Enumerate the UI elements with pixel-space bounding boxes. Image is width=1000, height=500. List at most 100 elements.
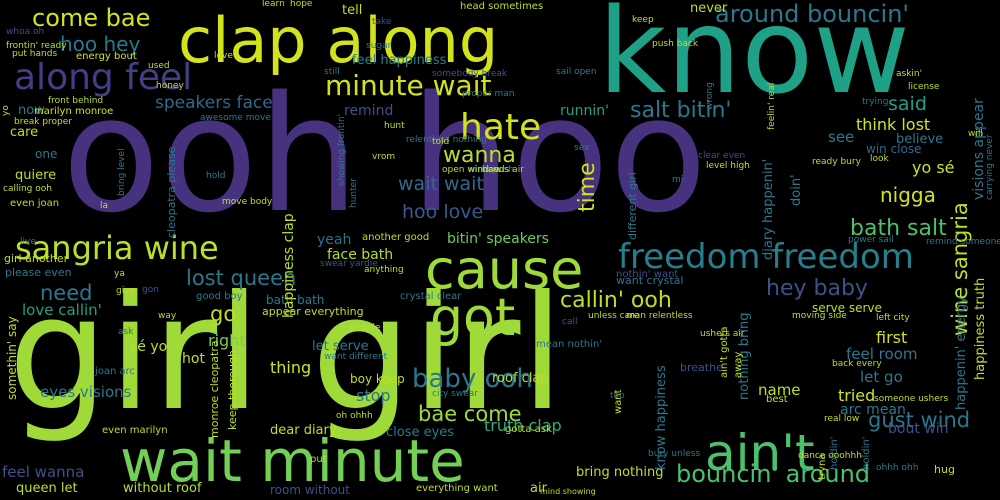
word-top: breathe — [680, 361, 723, 374]
word-take: keep — [632, 15, 654, 25]
word-eh: ushers air — [700, 329, 745, 339]
word-front-behind: break proper — [14, 117, 73, 127]
word-without-roof: without roof — [123, 481, 202, 496]
word-boy-keep: boy keep — [350, 372, 405, 386]
word-push-back: askin' — [896, 69, 923, 79]
word-sangria-wine: sangria wine — [15, 229, 219, 267]
word-best: back every — [832, 359, 882, 369]
word-ask: sex — [574, 143, 590, 153]
word-visions-appear: visions appear — [971, 98, 987, 200]
word-somebody-break: proper man — [462, 89, 515, 99]
word-first: first — [876, 328, 908, 347]
word-somethin-say: somethin' say — [5, 316, 19, 400]
word-time: time — [575, 162, 600, 212]
word-marilyn-monroe: marilyn monroe — [34, 106, 114, 117]
word-feel-room: feel room — [846, 345, 918, 363]
word-queen-let: queen let — [16, 481, 78, 496]
word-energy-bout: energy bout — [76, 51, 137, 62]
word-said: said — [888, 93, 927, 115]
word-never: never — [690, 1, 728, 16]
word-eyes-visions: eyes visions — [40, 383, 132, 401]
word-monroe-cleopatra: monroe cleopatra — [208, 340, 221, 438]
word-se-yo: sé yo — [130, 339, 168, 355]
word-let-serve: let serve — [312, 339, 369, 354]
word-win-close: win close — [866, 142, 922, 156]
word-dance-ooohhh-2: holdin' — [861, 436, 872, 470]
word-way: ask — [118, 327, 134, 337]
word-nigga: nigga — [880, 183, 936, 207]
word-ooh-hoo: ooh hoo — [62, 61, 708, 248]
word-hope: take — [372, 17, 392, 27]
word-cleopatra-please: cleopatra please — [165, 146, 178, 238]
word-everything-want: everything want — [416, 483, 498, 494]
word-minute-wait: minute wait — [325, 69, 492, 102]
word-lost-queen: lost queen — [186, 266, 297, 290]
word-wait-minute: wait minute — [120, 427, 465, 495]
word-hey-baby: hey baby — [766, 276, 868, 301]
word-yo-se: yo sé — [912, 158, 955, 177]
word-proper-man: whoa oh — [6, 27, 45, 37]
word-let-go: let go — [860, 368, 903, 386]
word-happenin-energy: happenin' energy — [954, 296, 969, 410]
word-quiere: quiere — [15, 168, 57, 183]
word-hoo-love: hoo love — [402, 201, 484, 223]
word-someone-ushers: moving side — [792, 311, 847, 321]
word-keep-thorough: keep thorough — [226, 350, 239, 430]
word-anything: people — [350, 323, 381, 333]
word-want-crystal: want crystal — [616, 274, 684, 287]
word-gon: put hands — [12, 49, 58, 59]
word-arc-mean: arc mean — [840, 402, 906, 418]
word-thing: thing — [270, 358, 312, 377]
word-hunt: relentless nothing — [406, 135, 487, 145]
word-joan-arc: joan arc — [95, 366, 136, 377]
word-frontin-ready: front behind — [48, 96, 104, 106]
word-honey: sail open — [556, 67, 597, 77]
word-even-marilyn: even marilyn — [102, 425, 168, 436]
word-need: need — [40, 281, 93, 305]
word-bae-come: bae come — [418, 402, 522, 426]
word-will: gon — [142, 285, 159, 295]
word-want: mean nothin' — [536, 339, 603, 350]
word-gust-wind: gust wind — [868, 408, 971, 432]
word-yeah: yeah — [317, 232, 352, 248]
word-power-sail: remind someone — [926, 237, 1000, 247]
word-stop: stop — [356, 386, 391, 405]
word-sail-open: hunt — [384, 121, 405, 131]
word-nothin-want: nothin' want — [616, 269, 679, 280]
word-bath-salt: bath salt — [850, 216, 947, 241]
word-man-relentless: want different — [324, 352, 388, 362]
word-hunter: anything — [364, 265, 404, 275]
word-right: right — [208, 331, 246, 350]
word-runnin: runnin' — [560, 103, 609, 119]
word-askin: license — [908, 82, 940, 92]
word-live: calling ooh — [3, 184, 52, 194]
word-ya: vrom — [372, 152, 396, 162]
word-hoo-hey: hoo hey — [60, 32, 141, 56]
word-girl-girl: girl girl — [8, 262, 565, 446]
word-holdin: mi — [672, 175, 684, 185]
word-bring-nothing: bring nothing — [576, 465, 664, 480]
word-still: honey — [156, 81, 184, 91]
word-remind: remind — [344, 103, 394, 119]
word-see: see — [828, 128, 855, 146]
word-baby-ooh: baby ooh — [412, 364, 533, 394]
word-callin-ooh: callin' ooh — [560, 288, 672, 313]
word-tried: tried — [838, 386, 876, 405]
word-head-sometimes: somebody break — [432, 69, 508, 79]
word-doin: doin' — [789, 174, 804, 206]
word-bouncin-around: bouncin' around — [676, 460, 871, 488]
word-air: air — [530, 481, 547, 496]
word-even-joan: even joan — [10, 198, 60, 209]
word-close-eyes: close eyes — [386, 425, 455, 440]
word-believe: believe — [896, 132, 944, 147]
word-used: still — [324, 67, 340, 77]
word-now: now — [18, 103, 45, 118]
word-tell: tell — [342, 3, 363, 18]
word-bath-bath: bath bath — [266, 293, 325, 307]
word-la: move body — [222, 197, 273, 207]
word-ushers-air: ohhh ohh — [876, 463, 919, 473]
word-happiness-clap: happiness clap — [281, 213, 297, 318]
word-hot: hot — [182, 351, 205, 367]
word-moving-side: left city — [876, 313, 910, 323]
word-truth-clap: truth clap — [484, 416, 562, 435]
